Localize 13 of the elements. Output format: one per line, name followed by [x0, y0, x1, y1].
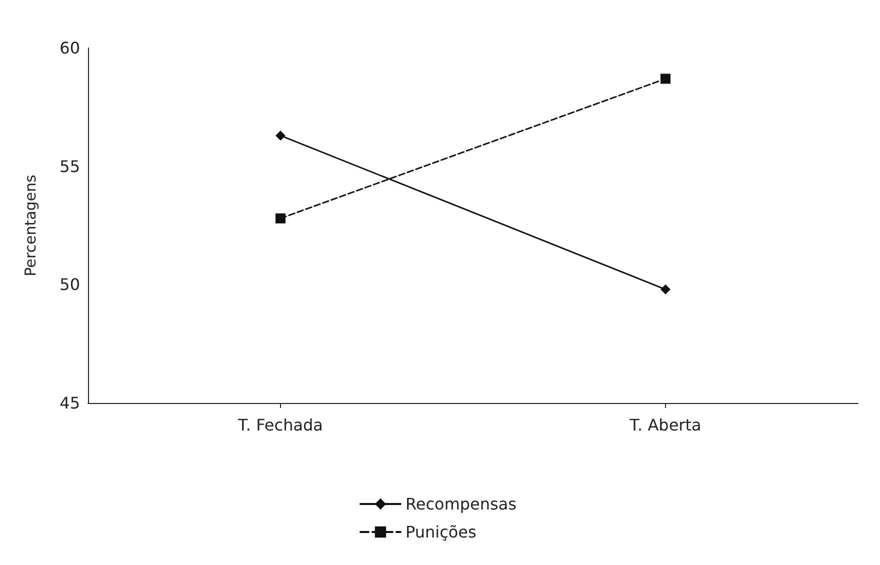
y-tick-label: 60: [60, 38, 80, 58]
legend-label: Recompensas: [405, 494, 517, 514]
x-tick-label: T. Fechada: [237, 416, 323, 434]
x-tick-label: T. Aberta: [628, 416, 702, 434]
y-tick-label: 55: [60, 156, 80, 176]
y-axis-title: Percentagens: [22, 174, 40, 276]
point: [660, 74, 670, 84]
point: [660, 284, 670, 294]
point: [276, 213, 286, 224]
point: [276, 130, 286, 141]
y-tick-label: 50: [60, 275, 80, 294]
y-tick-label: 45: [60, 394, 80, 412]
legend-label: Punições: [405, 522, 476, 542]
